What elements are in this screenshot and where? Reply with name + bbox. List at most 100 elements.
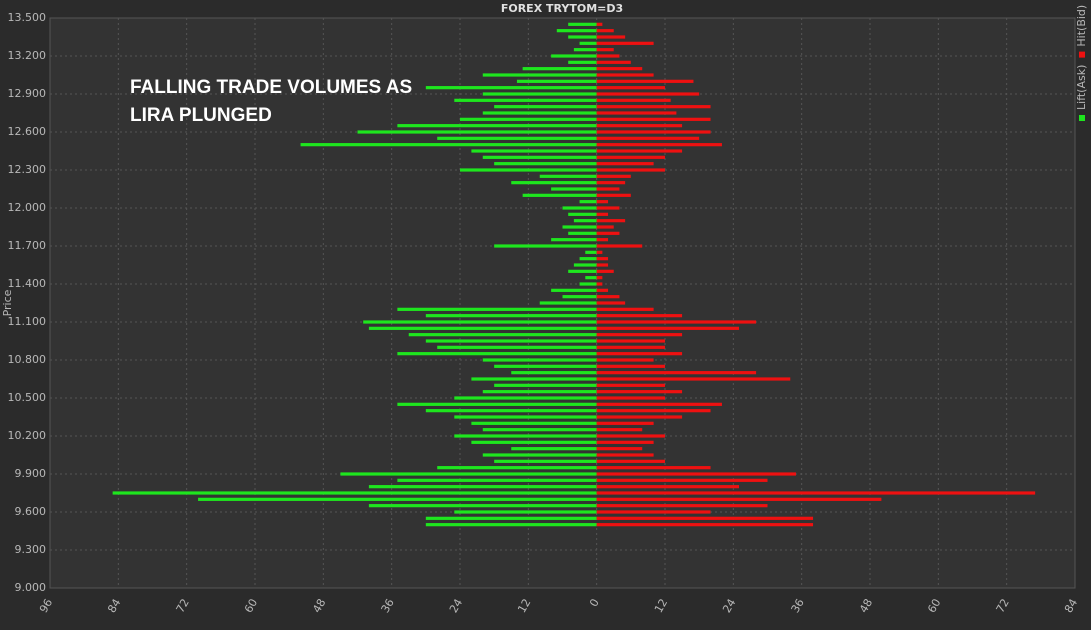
- bar: [596, 307, 654, 311]
- bar: [596, 434, 665, 438]
- bar: [596, 22, 603, 26]
- bar: [596, 345, 665, 349]
- y-tick-label: 9.900: [15, 467, 47, 480]
- bar: [511, 181, 597, 185]
- bar: [471, 149, 597, 153]
- bar: [425, 516, 597, 520]
- bar: [522, 193, 597, 197]
- bar: [596, 466, 711, 470]
- bar: [596, 60, 631, 64]
- x-tick-label: 60: [925, 597, 943, 616]
- bar: [596, 510, 711, 514]
- bar: [568, 22, 597, 26]
- bar: [596, 358, 654, 362]
- bar: [471, 377, 597, 381]
- x-tick-label: 84: [1062, 597, 1080, 616]
- bar: [522, 67, 597, 71]
- bar: [568, 60, 597, 64]
- bar: [511, 447, 597, 451]
- bar: [425, 523, 597, 527]
- bar: [368, 504, 597, 508]
- bar: [482, 111, 597, 115]
- bar: [596, 447, 643, 451]
- bar: [494, 383, 597, 387]
- bar: [585, 250, 597, 254]
- bar: [596, 130, 711, 134]
- bar: [596, 497, 882, 501]
- y-tick-label: 12.900: [8, 87, 47, 100]
- bar: [539, 301, 597, 305]
- bar: [596, 282, 603, 286]
- bar: [596, 174, 631, 178]
- bar: [596, 73, 654, 77]
- bar: [579, 41, 597, 45]
- bar: [596, 478, 768, 482]
- chart-title: FOREX TRYTOM=D3: [501, 2, 623, 15]
- bar: [408, 333, 597, 337]
- bar: [596, 111, 677, 115]
- legend-label: Lift(Ask): [1075, 65, 1088, 110]
- bar: [460, 168, 597, 172]
- bar: [596, 288, 609, 292]
- bar: [596, 200, 609, 204]
- bar: [596, 383, 665, 387]
- bar: [596, 250, 603, 254]
- bar: [482, 92, 597, 96]
- legend-label: Hit(Bid): [1075, 5, 1088, 47]
- bar: [596, 333, 683, 337]
- bar: [596, 181, 626, 185]
- y-tick-label: 12.300: [8, 163, 47, 176]
- x-tick-label: 72: [994, 597, 1012, 616]
- bar: [596, 124, 683, 128]
- bar: [596, 320, 757, 324]
- bar: [596, 377, 791, 381]
- x-tick-label: 48: [857, 597, 875, 616]
- bar: [596, 314, 683, 318]
- bar: [562, 295, 597, 299]
- bar: [596, 92, 700, 96]
- bar: [596, 402, 722, 406]
- bar: [562, 225, 597, 229]
- bar: [357, 130, 597, 134]
- bar: [596, 440, 654, 444]
- x-tick-label: 36: [789, 597, 807, 616]
- bar: [596, 459, 665, 463]
- bar: [596, 523, 814, 527]
- bar: [454, 415, 597, 419]
- bar: [579, 257, 597, 261]
- bar: [596, 187, 620, 191]
- bar: [596, 409, 711, 413]
- x-tick-label: 72: [174, 597, 192, 616]
- bar: [397, 307, 597, 311]
- legend-swatch: [1079, 51, 1085, 58]
- bar: [596, 117, 711, 121]
- y-tick-label: 11.700: [8, 239, 47, 252]
- bar: [596, 352, 683, 356]
- x-tick-label: 0: [587, 597, 602, 610]
- bar: [596, 504, 768, 508]
- bar: [568, 212, 597, 216]
- y-tick-label: 10.500: [8, 391, 47, 404]
- x-tick-label: 12: [652, 597, 670, 616]
- bar: [454, 396, 597, 400]
- bar: [425, 339, 597, 343]
- bar: [596, 257, 609, 261]
- bar: [425, 409, 597, 413]
- bar: [539, 174, 597, 178]
- bar: [482, 390, 597, 394]
- bar: [397, 402, 597, 406]
- y-tick-label: 11.100: [8, 315, 47, 328]
- y-tick-label: 11.400: [8, 277, 47, 290]
- bar: [397, 352, 597, 356]
- y-tick-label: 9.600: [15, 505, 47, 518]
- bar: [568, 269, 597, 273]
- bar: [596, 105, 711, 109]
- bar: [596, 421, 654, 425]
- x-tick-label: 24: [720, 597, 738, 616]
- bar: [482, 453, 597, 457]
- bar: [596, 269, 614, 273]
- y-tick-label: 13.200: [8, 49, 47, 62]
- bar: [596, 415, 683, 419]
- bar: [482, 73, 597, 77]
